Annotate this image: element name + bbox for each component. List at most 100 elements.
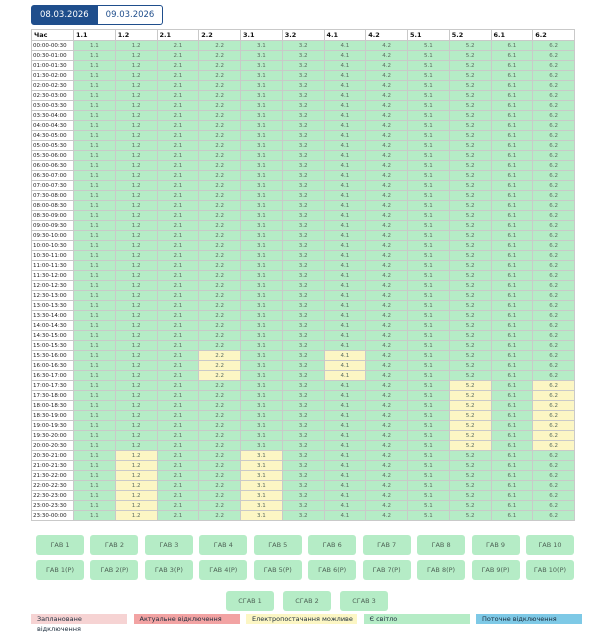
tab-date-1[interactable]: 08.03.2026 bbox=[31, 5, 98, 25]
schedule-row: 03:00-03:30 1.1 1.2 2.1 2.2 3.1 3.2 4.1 4.2 5.1 5.… bbox=[31, 100, 575, 111]
power-on-cell: 2.1 bbox=[156, 420, 200, 431]
gav-button-7[interactable]: ГАВ 7 bbox=[362, 535, 411, 555]
gav-reserve-button-10[interactable]: ГАВ 10(Р) bbox=[525, 560, 574, 580]
power-on-cell: 4.2 bbox=[365, 340, 408, 351]
power-on-cell: 2.1 bbox=[156, 80, 200, 91]
power-on-cell: 3.1 bbox=[240, 180, 283, 191]
power-on-cell: 2.2 bbox=[198, 190, 241, 201]
power-on-cell: 4.2 bbox=[365, 510, 408, 521]
power-on-cell: 5.1 bbox=[407, 230, 450, 241]
power-on-cell: 5.1 bbox=[407, 420, 450, 431]
gav-button-8[interactable]: ГАВ 8 bbox=[417, 535, 466, 555]
power-on-cell: 5.2 bbox=[448, 450, 492, 461]
power-on-cell: 2.2 bbox=[198, 460, 241, 471]
power-on-cell: 1.2 bbox=[114, 170, 158, 181]
power-on-cell: 1.2 bbox=[114, 270, 158, 281]
power-on-cell: 4.1 bbox=[323, 400, 367, 411]
power-on-cell: 1.1 bbox=[73, 280, 116, 291]
power-on-cell: 1.1 bbox=[73, 120, 116, 131]
power-on-cell: 2.1 bbox=[156, 500, 200, 511]
power-on-cell: 6.1 bbox=[490, 120, 534, 131]
gav-reserve-button-8[interactable]: ГАВ 8(Р) bbox=[417, 560, 466, 580]
time-slot: 01:30-02:00 bbox=[31, 70, 74, 81]
sgav-button-1[interactable]: СГАВ 1 bbox=[226, 591, 274, 611]
power-on-cell: 4.1 bbox=[323, 70, 367, 81]
power-on-cell: 4.1 bbox=[323, 290, 367, 301]
power-on-cell: 2.1 bbox=[156, 270, 200, 281]
gav-reserve-button-6[interactable]: ГАВ 6(Р) bbox=[308, 560, 357, 580]
power-on-cell: 1.2 bbox=[114, 90, 158, 101]
power-on-cell: 3.2 bbox=[281, 210, 325, 221]
power-on-cell: 2.2 bbox=[198, 180, 241, 191]
power-on-cell: 5.1 bbox=[407, 280, 450, 291]
power-on-cell: 3.2 bbox=[281, 60, 325, 71]
power-on-cell: 5.2 bbox=[448, 130, 492, 141]
schedule-row: 06:00-06:30 1.1 1.2 2.1 2.2 3.1 3.2 4.1 4.2 5.1 5.… bbox=[31, 160, 575, 171]
power-on-cell: 2.1 bbox=[156, 180, 200, 191]
power-on-cell: 3.2 bbox=[281, 450, 325, 461]
sgav-button-row: СГАВ 1 СГАВ 2 СГАВ 3 bbox=[226, 591, 388, 611]
power-on-cell: 2.2 bbox=[198, 60, 241, 71]
power-on-cell: 6.2 bbox=[532, 200, 575, 211]
gav-reserve-button-4[interactable]: ГАВ 4(Р) bbox=[199, 560, 248, 580]
power-on-cell: 4.2 bbox=[365, 330, 408, 341]
schedule-row: 02:30-03:00 1.1 1.2 2.1 2.2 3.1 3.2 4.1 4.2 5.1 5.… bbox=[31, 90, 575, 101]
tab-date-2[interactable]: 09.03.2026 bbox=[97, 5, 164, 25]
gav-reserve-button-9[interactable]: ГАВ 9(Р) bbox=[471, 560, 520, 580]
sgav-button-3[interactable]: СГАВ 3 bbox=[340, 591, 388, 611]
power-on-cell: 2.1 bbox=[156, 370, 200, 381]
possible-outage-cell: 6.2 bbox=[532, 380, 575, 391]
gav-reserve-button-1[interactable]: ГАВ 1(Р) bbox=[36, 560, 84, 580]
gav-button-1[interactable]: ГАВ 1 bbox=[36, 535, 84, 555]
power-on-cell: 2.1 bbox=[156, 60, 200, 71]
gav-button-9[interactable]: ГАВ 9 bbox=[471, 535, 520, 555]
gav-reserve-button-3[interactable]: ГАВ 3(Р) bbox=[144, 560, 193, 580]
power-on-cell: 1.2 bbox=[114, 40, 158, 51]
gav-button-10[interactable]: ГАВ 10 bbox=[525, 535, 574, 555]
power-on-cell: 6.1 bbox=[490, 340, 534, 351]
schedule-row: 05:00-05:30 1.1 1.2 2.1 2.2 3.1 3.2 4.1 4.2 5.1 5.… bbox=[31, 140, 575, 151]
gav-button-5[interactable]: ГАВ 5 bbox=[253, 535, 302, 555]
power-on-cell: 1.2 bbox=[114, 190, 158, 201]
power-on-cell: 5.1 bbox=[407, 180, 450, 191]
power-on-cell: 3.2 bbox=[281, 300, 325, 311]
power-on-cell: 4.2 bbox=[365, 230, 408, 241]
sgav-button-2[interactable]: СГАВ 2 bbox=[283, 591, 331, 611]
power-on-cell: 6.1 bbox=[490, 170, 534, 181]
power-on-cell: 4.2 bbox=[365, 50, 408, 61]
power-on-cell: 1.1 bbox=[73, 310, 116, 321]
power-on-cell: 3.2 bbox=[281, 120, 325, 131]
time-slot: 15:00-15:30 bbox=[31, 340, 74, 351]
gav-button-4[interactable]: ГАВ 4 bbox=[199, 535, 248, 555]
power-on-cell: 2.1 bbox=[156, 100, 200, 111]
power-on-cell: 5.1 bbox=[407, 380, 450, 391]
power-on-cell: 6.2 bbox=[532, 130, 575, 141]
gav-button-3[interactable]: ГАВ 3 bbox=[144, 535, 193, 555]
power-on-cell: 3.2 bbox=[281, 490, 325, 501]
power-on-cell: 4.1 bbox=[323, 420, 367, 431]
power-on-cell: 4.1 bbox=[323, 230, 367, 241]
power-on-cell: 6.1 bbox=[490, 470, 534, 481]
power-on-cell: 3.1 bbox=[240, 250, 283, 261]
gav-button-2[interactable]: ГАВ 2 bbox=[90, 535, 139, 555]
gav-reserve-button-7[interactable]: ГАВ 7(Р) bbox=[362, 560, 411, 580]
power-on-cell: 3.2 bbox=[281, 350, 325, 361]
power-on-cell: 6.1 bbox=[490, 510, 534, 521]
power-on-cell: 2.2 bbox=[198, 380, 241, 391]
power-on-cell: 1.2 bbox=[114, 280, 158, 291]
power-on-cell: 6.2 bbox=[532, 450, 575, 461]
power-on-cell: 5.2 bbox=[448, 190, 492, 201]
gav-reserve-button-2[interactable]: ГАВ 2(Р) bbox=[90, 560, 139, 580]
power-on-cell: 4.1 bbox=[323, 320, 367, 331]
power-on-cell: 6.2 bbox=[532, 230, 575, 241]
power-on-cell: 5.2 bbox=[448, 140, 492, 151]
time-slot: 06:00-06:30 bbox=[31, 160, 74, 171]
time-slot: 18:00-18:30 bbox=[31, 400, 74, 411]
power-on-cell: 1.2 bbox=[114, 370, 158, 381]
power-on-cell: 3.2 bbox=[281, 140, 325, 151]
gav-reserve-button-5[interactable]: ГАВ 5(Р) bbox=[253, 560, 302, 580]
power-on-cell: 4.1 bbox=[323, 340, 367, 351]
power-on-cell: 3.2 bbox=[281, 180, 325, 191]
gav-button-6[interactable]: ГАВ 6 bbox=[308, 535, 357, 555]
time-slot: 20:00-20:30 bbox=[31, 440, 74, 451]
